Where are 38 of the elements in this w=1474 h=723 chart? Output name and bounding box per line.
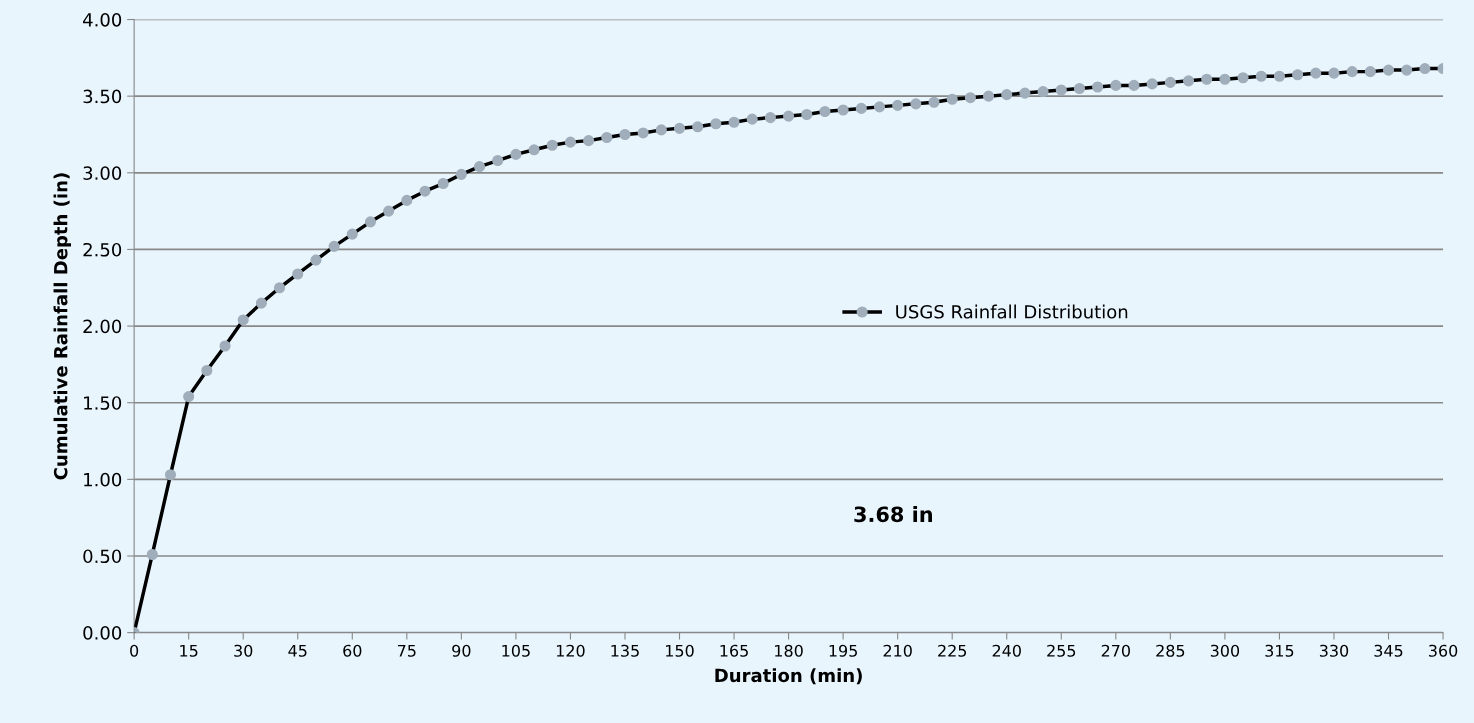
x-tick-label: 45 — [288, 644, 307, 657]
x-tick-label: 255 — [1047, 644, 1076, 657]
x-tick-label: 210 — [883, 644, 912, 657]
y-tick-label: 1.00 — [84, 472, 122, 487]
x-tick-label: 315 — [1265, 644, 1294, 657]
x-tick-label: 195 — [829, 644, 857, 657]
x-tick-label: 90 — [452, 644, 471, 657]
x-tick-label: 360 — [1429, 644, 1458, 657]
annotation: 3.68 in — [854, 506, 932, 523]
x-tick-label: 345 — [1374, 644, 1403, 657]
x-tick-label: 180 — [775, 644, 803, 657]
x-tick-label: 135 — [611, 644, 639, 657]
y-tick-label: 2.00 — [83, 319, 122, 334]
x-tick-label: 105 — [502, 644, 530, 657]
x-tick-label: 75 — [397, 644, 416, 657]
x-tick-label: 330 — [1319, 644, 1349, 657]
y-tick-label: 0.50 — [83, 549, 122, 564]
x-tick-label: 270 — [1101, 644, 1130, 657]
x-tick-label: 0 — [130, 644, 139, 657]
x-tick-label: 15 — [180, 644, 198, 657]
x-tick-label: 165 — [720, 644, 748, 657]
x-axis-title: Duration (min) — [715, 668, 862, 685]
x-tick-label: 60 — [343, 644, 362, 657]
y-tick-label: 4.00 — [83, 12, 122, 27]
y-tick-label: 3.50 — [83, 89, 122, 104]
x-tick-label: 225 — [938, 644, 967, 657]
y-tick-label: 3.00 — [83, 166, 122, 180]
x-tick-label: 30 — [234, 644, 253, 657]
y-tick-label: 2.50 — [83, 242, 122, 257]
y-tick-label: 0.00 — [83, 626, 122, 640]
y-tick-label: 1.50 — [84, 396, 122, 410]
legend-label: USGS Rainfall Distribution — [896, 304, 1128, 319]
x-tick-label: 120 — [556, 644, 585, 657]
x-tick-label: 150 — [666, 644, 694, 657]
x-tick-label: 300 — [1210, 644, 1240, 657]
x-tick-label: 240 — [992, 644, 1021, 657]
y-axis-title: Cumulative Rainfall Depth (in) — [53, 173, 72, 480]
x-tick-label: 285 — [1156, 644, 1185, 657]
